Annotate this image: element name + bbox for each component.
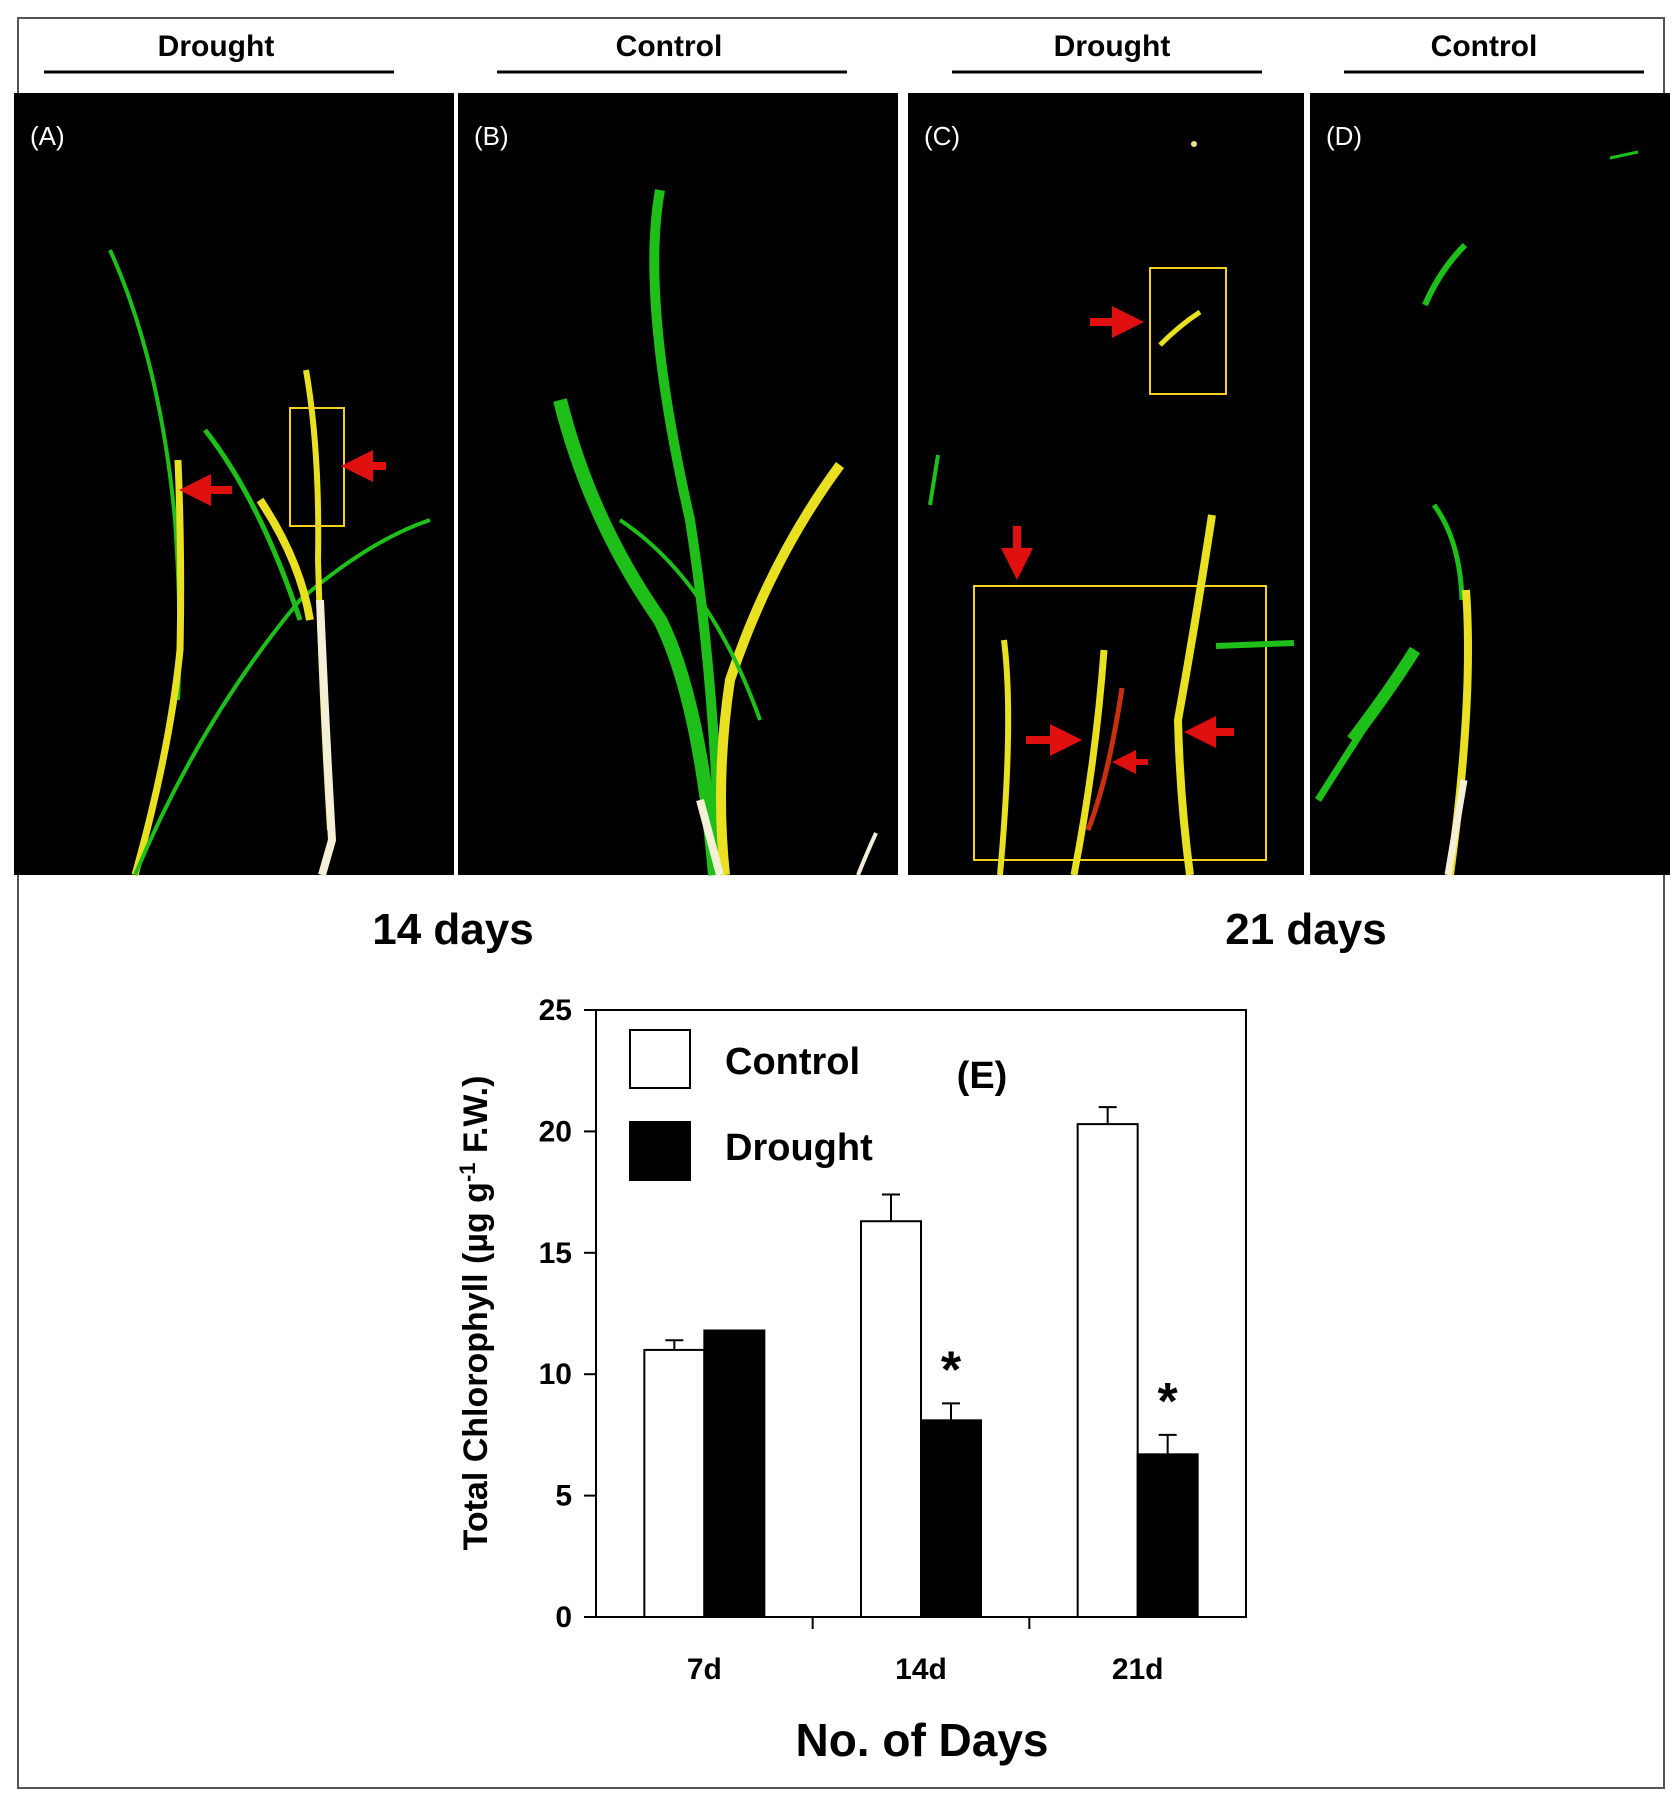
leaf — [316, 599, 337, 877]
leaf — [1444, 779, 1468, 876]
bar-control-7d — [643, 1348, 706, 1619]
leaf — [928, 454, 940, 506]
leaf — [649, 189, 725, 876]
panel-b: (B) — [458, 93, 898, 877]
leaf — [716, 462, 845, 876]
y-axis-title: Total Chlorophyll (µg g-1 F.W.) — [455, 1076, 495, 1551]
legend-swatch-drought — [629, 1121, 691, 1181]
leaf — [133, 518, 431, 876]
leaf — [1173, 514, 1216, 876]
bar-drought-14d — [920, 1419, 982, 1619]
leaf — [696, 798, 724, 877]
bars: ** — [643, 1106, 1199, 1619]
bar-control-21d — [1076, 1123, 1139, 1618]
leaf — [1085, 687, 1125, 831]
panel-d: (D) — [1310, 93, 1670, 876]
y-axis: 0 5 10 15 20 25 — [539, 994, 596, 1634]
panel-a-background — [14, 93, 454, 875]
leaf — [1431, 503, 1465, 601]
legend-label-drought: Drought — [725, 1127, 873, 1169]
leaf — [553, 398, 722, 876]
y-tick-label: 5 — [555, 1480, 572, 1513]
leaf — [1215, 640, 1295, 649]
leaf — [618, 518, 762, 721]
y-tick-label: 0 — [555, 1601, 572, 1634]
timepoint-21-days: 21 days — [1225, 905, 1386, 954]
leaf — [1070, 649, 1108, 876]
header-a: Drought — [158, 30, 275, 63]
leaf — [1609, 150, 1639, 160]
leaf — [856, 832, 878, 876]
leaf — [1347, 646, 1421, 744]
figure-frame — [17, 17, 1665, 1789]
x-tick-label: 7d — [687, 1653, 722, 1686]
panel-a: (A) — [14, 93, 454, 877]
header-d: Control — [1431, 30, 1538, 63]
highlight-box — [973, 585, 1267, 861]
y-axis-title-main: Total Chlorophyll (µg g — [457, 1182, 495, 1550]
header-b: Control — [616, 30, 723, 63]
y-axis-title-superscript: -1 — [455, 1162, 480, 1182]
leaf — [1422, 242, 1468, 307]
y-tick-label: 15 — [539, 1237, 572, 1270]
panel-c-background — [908, 93, 1304, 875]
y-tick-label: 20 — [539, 1115, 572, 1148]
x-axis-title: No. of Days — [795, 1714, 1048, 1766]
legend: Control Drought — [629, 1029, 873, 1181]
panel-e-label: (E) — [957, 1055, 1008, 1097]
x-tick-label: 21d — [1112, 1653, 1164, 1686]
spot — [1191, 141, 1197, 147]
panel-d-background — [1310, 93, 1670, 875]
x-tick-label: 14d — [895, 1653, 947, 1686]
panel-c: (C) — [908, 93, 1304, 876]
leaf — [256, 497, 314, 621]
legend-label-control: Control — [725, 1041, 860, 1083]
bar-drought-21d — [1136, 1453, 1199, 1618]
significance-asterisk: * — [941, 1341, 962, 1399]
timepoint-14-days: 14 days — [372, 905, 533, 954]
header-c: Drought — [1054, 30, 1171, 63]
panel-headers: Drought Control Drought Control — [44, 30, 1644, 74]
leaf — [1158, 309, 1202, 347]
panel-d-label: (D) — [1326, 121, 1362, 151]
leaf — [203, 428, 303, 621]
panel-b-label: (B) — [474, 121, 509, 151]
significance-asterisk: * — [1158, 1373, 1179, 1431]
panel-c-label: (C) — [924, 121, 960, 151]
bar-drought-7d — [703, 1329, 766, 1618]
panel-a-label: (A) — [30, 121, 65, 151]
highlight-box — [1149, 267, 1227, 395]
leaf — [997, 639, 1012, 876]
leaf — [131, 459, 185, 876]
legend-swatch-control — [629, 1029, 691, 1089]
y-axis-title-tail: F.W.) — [457, 1076, 495, 1163]
bar-control-14d — [860, 1220, 922, 1618]
y-tick-label: 10 — [539, 1358, 572, 1391]
y-tick-label: 25 — [539, 994, 572, 1027]
x-axis: 7d 14d 21d — [687, 1617, 1164, 1686]
